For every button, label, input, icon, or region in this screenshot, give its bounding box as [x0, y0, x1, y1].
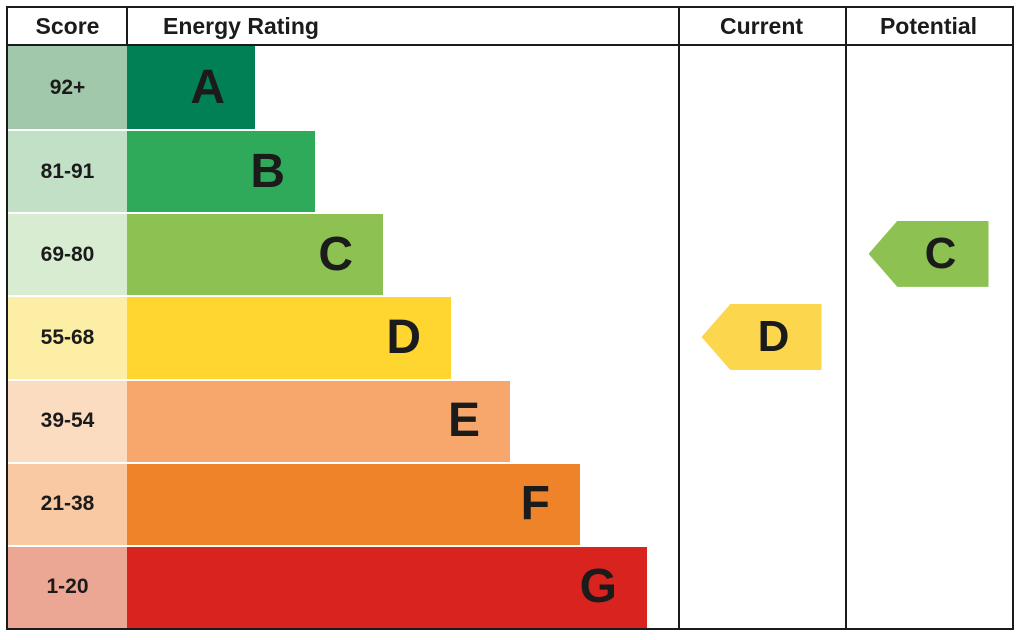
current-arrow-slot: D — [678, 295, 845, 378]
rating-bar-b: B — [127, 129, 315, 213]
potential-arrow-slot: C — [845, 212, 1012, 295]
rating-letter-f: F — [520, 477, 550, 531]
chart-header: Score Energy Rating Current Potential — [8, 8, 1012, 46]
rating-bar-c: C — [127, 212, 383, 296]
current-rating-arrow: D — [701, 303, 822, 370]
divider-score-rating — [126, 8, 128, 44]
score-range-d: 55-68 — [8, 295, 127, 379]
rating-row-a: 92+ A — [8, 46, 1012, 130]
divider-rating-current — [678, 8, 680, 628]
header-score: Score — [35, 12, 100, 39]
rating-row-e: 39-54 E — [8, 378, 1012, 462]
rating-letter-b: B — [250, 144, 285, 198]
rating-bar-g: G — [127, 544, 647, 628]
rating-letter-d: D — [386, 310, 421, 364]
score-range-f: 21-38 — [8, 461, 127, 545]
score-range-g: 1-20 — [8, 544, 127, 628]
rating-bar-e: E — [127, 378, 510, 462]
header-potential: Potential — [879, 12, 978, 39]
header-energy-rating: Energy Rating — [163, 12, 319, 39]
epc-rating-chart: Score Energy Rating Current Potential 92… — [6, 6, 1014, 630]
rating-letter-a: A — [190, 60, 225, 114]
header-current: Current — [719, 12, 804, 39]
score-range-b: 81-91 — [8, 129, 127, 213]
rating-row-d: 55-68 D D — [8, 295, 1012, 379]
current-rating-letter: D — [757, 311, 790, 361]
rating-letter-e: E — [447, 394, 480, 448]
rating-bar-a: A — [127, 46, 255, 130]
score-range-a: 92+ — [8, 46, 127, 130]
rating-row-c: 69-80 C C — [8, 212, 1012, 296]
rating-bar-d: D — [127, 295, 451, 379]
potential-rating-arrow: C — [868, 220, 989, 287]
potential-rating-letter: C — [924, 228, 957, 278]
divider-current-potential — [845, 8, 847, 628]
rating-row-b: 81-91 B — [8, 129, 1012, 213]
rating-bar-f: F — [127, 461, 580, 545]
rating-rows: 92+ A 81-91 B 69-80 C C 55-68 D D 39-54 E 21-38 F 1-20… — [8, 46, 1012, 628]
rating-row-f: 21-38 F — [8, 461, 1012, 545]
rating-letter-c: C — [318, 227, 353, 281]
score-range-c: 69-80 — [8, 212, 127, 296]
rating-letter-g: G — [579, 560, 617, 614]
rating-row-g: 1-20 G — [8, 544, 1012, 628]
score-range-e: 39-54 — [8, 378, 127, 462]
